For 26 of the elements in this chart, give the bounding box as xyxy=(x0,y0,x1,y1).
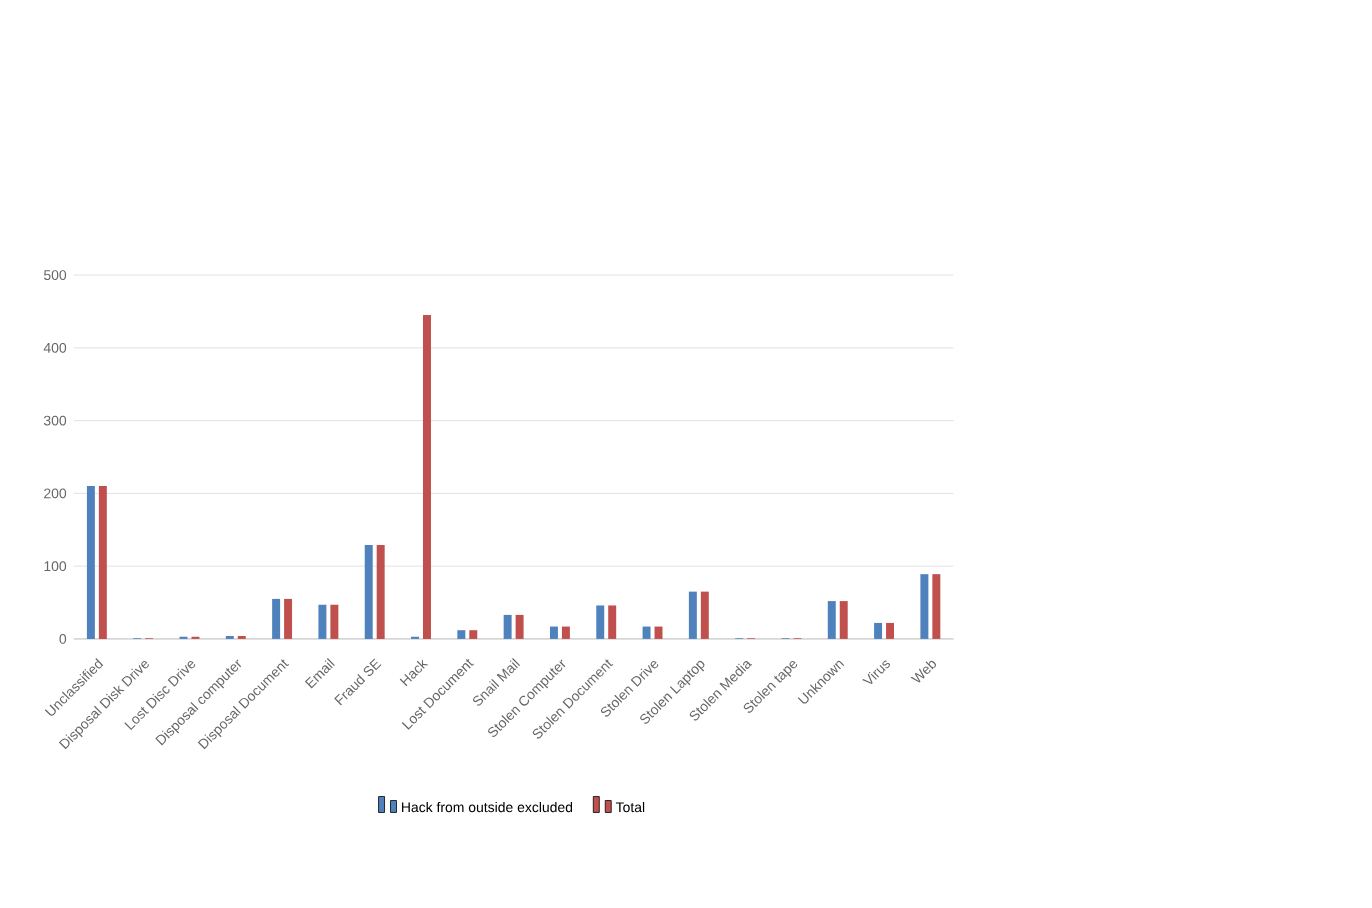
bar xyxy=(98,486,107,639)
bar xyxy=(549,626,558,639)
bar xyxy=(284,598,293,639)
bar xyxy=(503,614,512,639)
bar xyxy=(932,574,941,639)
bar xyxy=(886,622,895,639)
bar xyxy=(608,605,617,639)
bar xyxy=(457,630,466,639)
bar xyxy=(330,604,339,639)
bar xyxy=(920,574,929,639)
bar xyxy=(272,598,281,639)
bar xyxy=(839,600,848,639)
bar xyxy=(642,626,651,639)
bar xyxy=(561,626,570,639)
bar xyxy=(596,605,605,639)
bar xyxy=(700,591,709,639)
bar xyxy=(423,314,431,639)
bar xyxy=(827,600,836,639)
bar xyxy=(364,544,373,639)
bar xyxy=(874,622,883,639)
bar xyxy=(469,630,478,639)
bar xyxy=(86,486,95,639)
bar xyxy=(376,544,385,639)
bar xyxy=(688,591,697,639)
bar xyxy=(515,614,524,639)
bar xyxy=(318,604,327,639)
